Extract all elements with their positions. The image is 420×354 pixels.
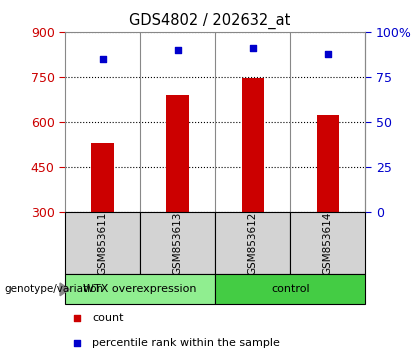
Bar xyxy=(215,274,365,304)
Bar xyxy=(241,79,264,212)
Bar xyxy=(92,143,114,212)
Point xyxy=(249,45,256,51)
Point xyxy=(99,56,106,62)
Bar xyxy=(317,115,339,212)
Point xyxy=(74,340,81,346)
Bar xyxy=(215,212,290,274)
Text: control: control xyxy=(271,284,310,295)
Text: GSM853611: GSM853611 xyxy=(97,212,108,275)
Bar xyxy=(65,274,215,304)
Text: genotype/variation: genotype/variation xyxy=(4,284,103,295)
Bar xyxy=(65,212,140,274)
Polygon shape xyxy=(60,283,69,296)
Text: GSM853612: GSM853612 xyxy=(248,212,258,275)
Text: WTX overexpression: WTX overexpression xyxy=(84,284,197,295)
Bar xyxy=(140,212,215,274)
Text: GSM853613: GSM853613 xyxy=(173,212,183,275)
Point xyxy=(174,47,181,53)
Text: GDS4802 / 202632_at: GDS4802 / 202632_at xyxy=(129,12,291,29)
Text: percentile rank within the sample: percentile rank within the sample xyxy=(92,338,280,348)
Point xyxy=(325,51,331,56)
Text: GSM853614: GSM853614 xyxy=(323,212,333,275)
Point xyxy=(74,315,81,321)
Bar xyxy=(166,95,189,212)
Bar xyxy=(290,212,365,274)
Text: count: count xyxy=(92,313,123,323)
